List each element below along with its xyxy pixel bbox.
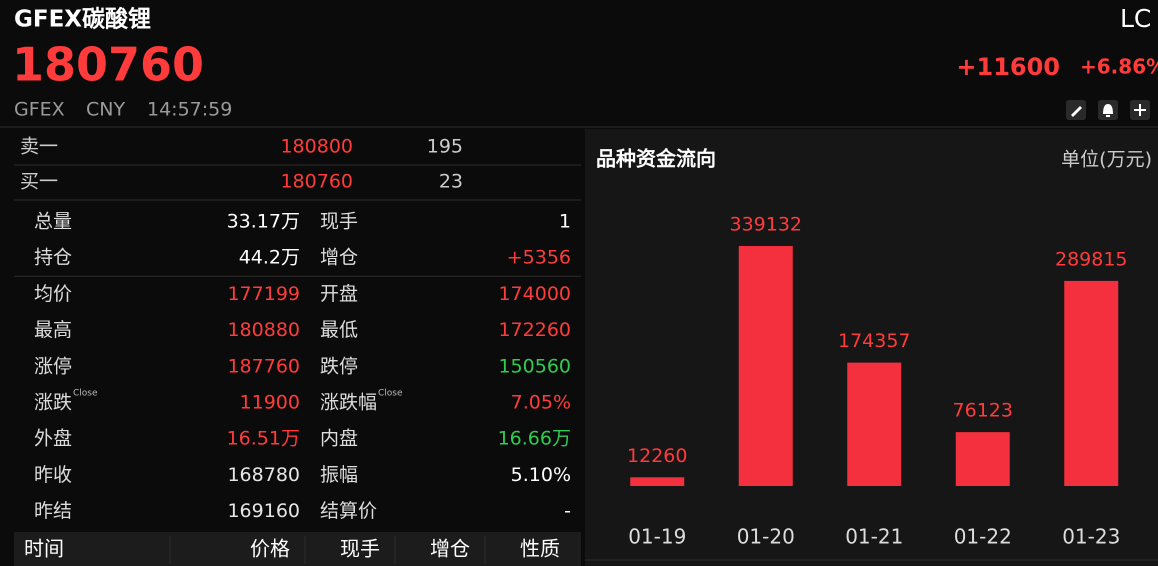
stat-label: 最高 <box>34 319 72 341</box>
side: 卖一 <box>20 136 58 158</box>
column-header: 价格 <box>250 537 290 561</box>
stat-value: 1 <box>559 211 571 233</box>
stat-label: 涨停 <box>34 355 72 377</box>
stat-label: 开盘 <box>320 283 358 305</box>
stat-label: 总量 <box>34 211 72 233</box>
stat-label: 跌停 <box>320 355 358 377</box>
toolbar <box>1066 100 1150 120</box>
stat-value: 172260 <box>498 319 571 341</box>
plus-icon <box>1134 104 1146 116</box>
change-pct: +6.86% <box>1080 55 1158 79</box>
symbol: LC <box>1120 4 1151 33</box>
stat-value: 169160 <box>227 500 300 522</box>
bar-label: 339132 <box>729 214 802 236</box>
exchange: GFEX <box>14 99 65 121</box>
order-price: 180760 <box>280 171 353 193</box>
stat-label: 昨结 <box>34 500 72 522</box>
stat-label: 昨收 <box>34 464 72 486</box>
stat-label: 结算价 <box>320 500 377 522</box>
column-header: 现手 <box>340 537 380 561</box>
stat-label: 均价 <box>34 283 72 305</box>
bar <box>1064 280 1119 486</box>
stat-value: +5356 <box>507 247 571 269</box>
stat-value: 180880 <box>227 319 300 341</box>
stat-value: 5.10% <box>511 464 571 486</box>
stat-value: 16.51万 <box>227 428 300 450</box>
order-price: 180800 <box>280 136 353 158</box>
x-tick-label: 01-21 <box>845 525 903 549</box>
stat-value: 16.66万 <box>498 428 571 450</box>
stat-label: 涨跌 <box>34 392 72 414</box>
order-volume: 23 <box>439 171 463 193</box>
stat-label: 涨跌幅 <box>320 392 377 414</box>
stat-value: 187760 <box>227 355 300 377</box>
bar <box>847 362 902 486</box>
stat-label: 内盘 <box>320 428 358 450</box>
currency: CNY <box>86 99 125 121</box>
time: 14:57:59 <box>147 99 232 121</box>
bar <box>738 246 793 486</box>
stat-label: 最低 <box>320 319 358 341</box>
column-header: 时间 <box>24 537 64 561</box>
order-volume: 195 <box>427 136 463 158</box>
stat-value: 174000 <box>498 283 571 305</box>
stat-value: 7.05% <box>511 392 571 414</box>
column-header: 性质 <box>520 537 560 561</box>
bar <box>630 477 685 486</box>
column-header: 增仓 <box>430 537 470 561</box>
fund-flow-panel <box>585 129 1158 566</box>
side: 买一 <box>20 171 58 193</box>
last-price: 180760 <box>12 38 204 92</box>
stat-sup: Close <box>378 389 403 399</box>
stat-label: 外盘 <box>34 428 72 450</box>
x-tick-label: 01-23 <box>1062 525 1120 549</box>
stat-value: 177199 <box>227 283 300 305</box>
bell-icon <box>1103 104 1113 117</box>
edit-icon <box>1071 106 1082 117</box>
change: +11600 <box>956 53 1060 81</box>
bar-label: 174357 <box>838 330 911 352</box>
trades-header-bar <box>14 532 581 566</box>
stat-label: 持仓 <box>34 247 72 269</box>
bar-label: 76123 <box>953 400 1013 422</box>
unit: 单位(万元) <box>1061 149 1152 171</box>
stat-value: 33.17万 <box>227 211 300 233</box>
stat-value: 11900 <box>240 392 300 414</box>
stat-sup: Close <box>73 389 98 399</box>
stat-label: 现手 <box>320 211 358 233</box>
bar-label: 289815 <box>1055 248 1128 270</box>
x-tick-label: 01-19 <box>628 525 686 549</box>
bar-label: 12260 <box>627 445 687 467</box>
x-tick-label: 01-20 <box>737 525 795 549</box>
x-tick-label: 01-22 <box>954 525 1012 549</box>
stat-label: 振幅 <box>320 464 358 486</box>
stat-value: - <box>564 500 571 522</box>
stat-value: 150560 <box>498 355 571 377</box>
panel-title: 品种资金流向 <box>596 147 716 171</box>
title: GFEX碳酸锂 <box>14 7 151 33</box>
stat-label: 增仓 <box>320 247 358 269</box>
stat-value: 44.2万 <box>239 247 300 269</box>
stat-value: 168780 <box>227 464 300 486</box>
bar <box>955 432 1010 486</box>
